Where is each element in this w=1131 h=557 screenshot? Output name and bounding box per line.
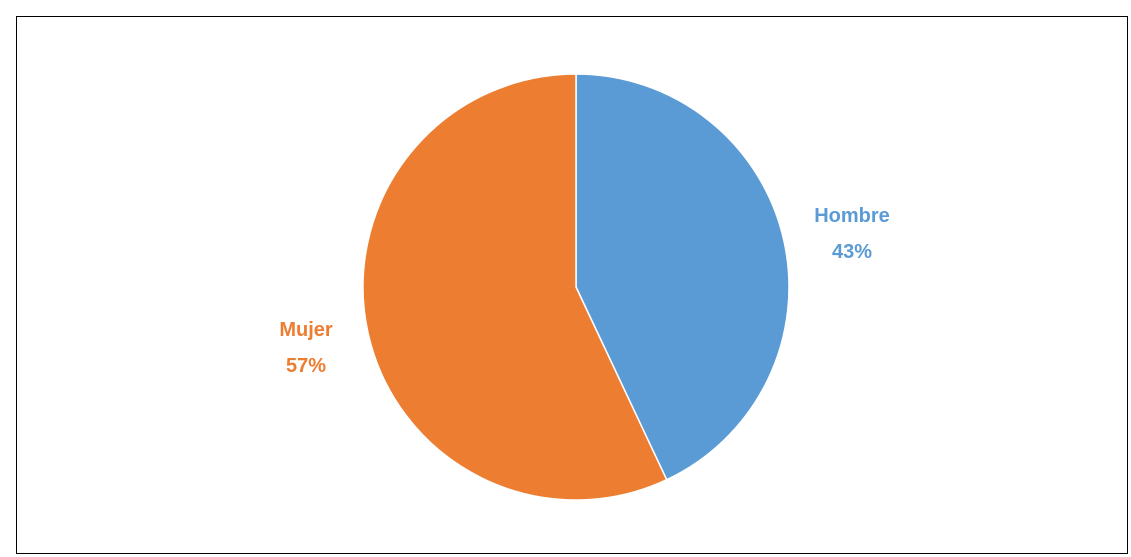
slice-label-mujer: Mujer [279,319,333,341]
pie-slice-mujer [362,73,668,501]
slice-value-hombre: 43% [832,241,872,263]
slice-label-hombre: Hombre [814,205,890,227]
pie-labels: Hombre 43% Mujer 57% [279,205,889,377]
pie-slice-hombre [575,73,790,481]
pie-slices [362,73,790,501]
slice-value-mujer: 57% [286,355,326,377]
